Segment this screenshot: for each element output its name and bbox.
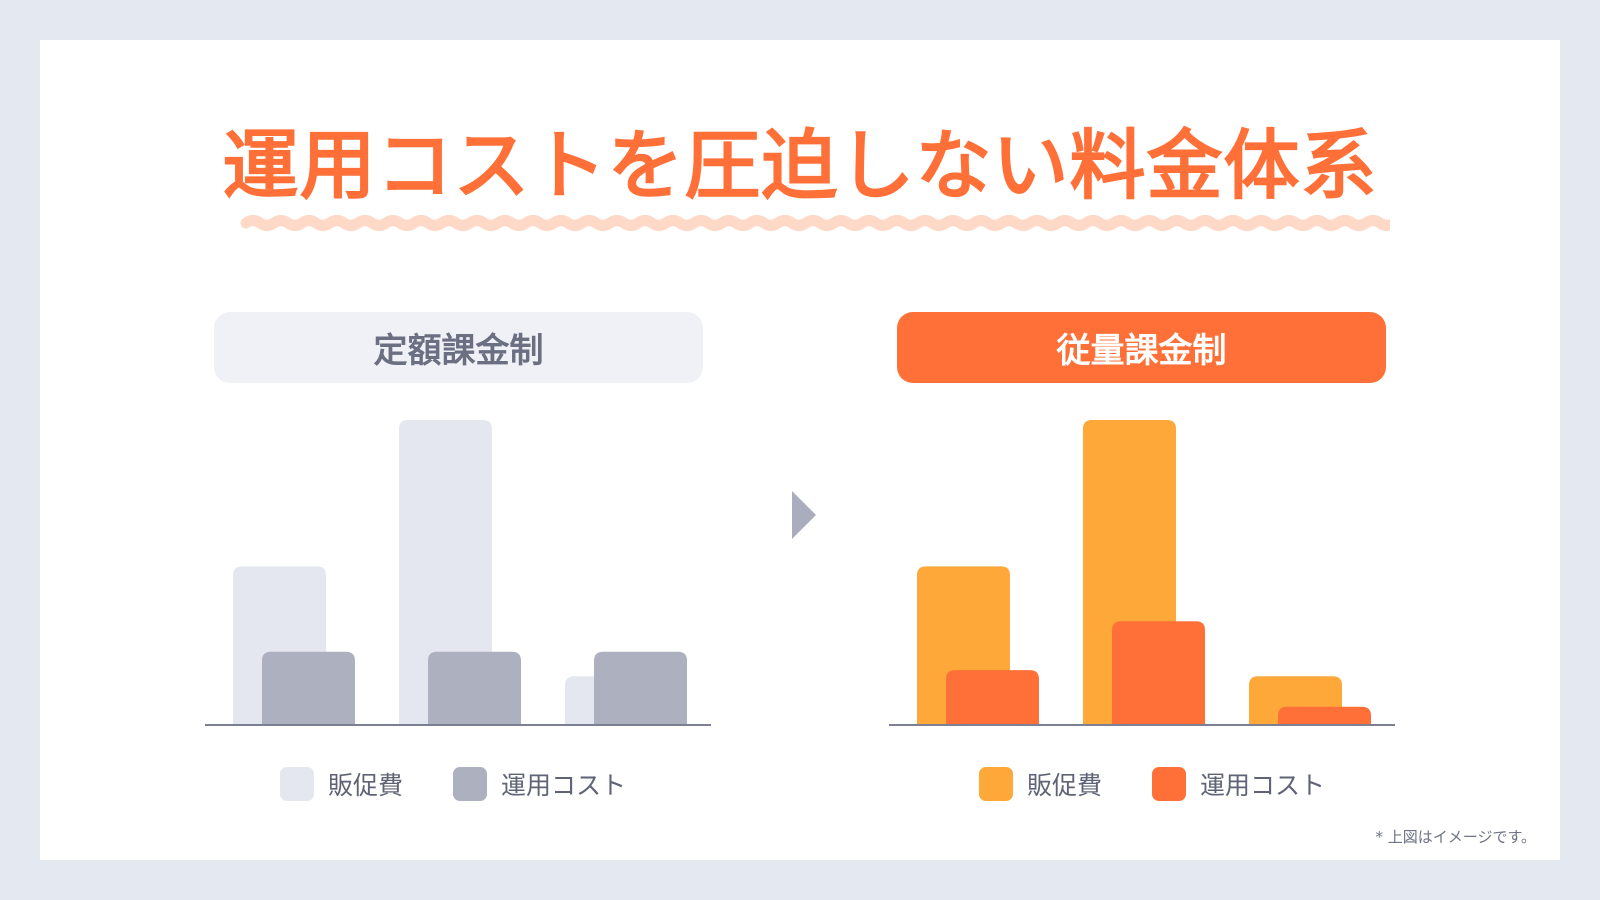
arrow-right-icon [792,491,816,539]
footnote: * 上図はイメージです。 [1375,828,1536,846]
legend-label-ops: 運用コスト [501,771,627,800]
ops-bar [594,651,687,725]
legend-swatch-ops [1152,767,1187,801]
ops-bar [428,651,521,725]
legend-swatch-promo [979,767,1013,801]
ops-bar [1112,621,1205,725]
legend-swatch-ops [453,767,488,801]
legend-fixed: 販促費 運用コスト [280,766,676,802]
legend-label-promo: 販促費 [1027,771,1103,800]
legend-swatch-promo [280,767,314,801]
legend-usage: 販促費 運用コスト [979,766,1375,802]
ops-bar [262,651,355,725]
ops-bar [1278,706,1371,725]
usage-plan-label: 従量課金制 [897,312,1386,383]
fixed-plan-label: 定額課金制 [214,312,703,383]
wavy-underline [240,215,1390,231]
page-title: 運用コストを圧迫しない料金体系 [222,121,1378,210]
ops-bar [946,670,1039,725]
legend-label-ops: 運用コスト [1200,771,1326,800]
legend-label-promo: 販促費 [328,771,404,800]
promo-bar [399,420,492,725]
